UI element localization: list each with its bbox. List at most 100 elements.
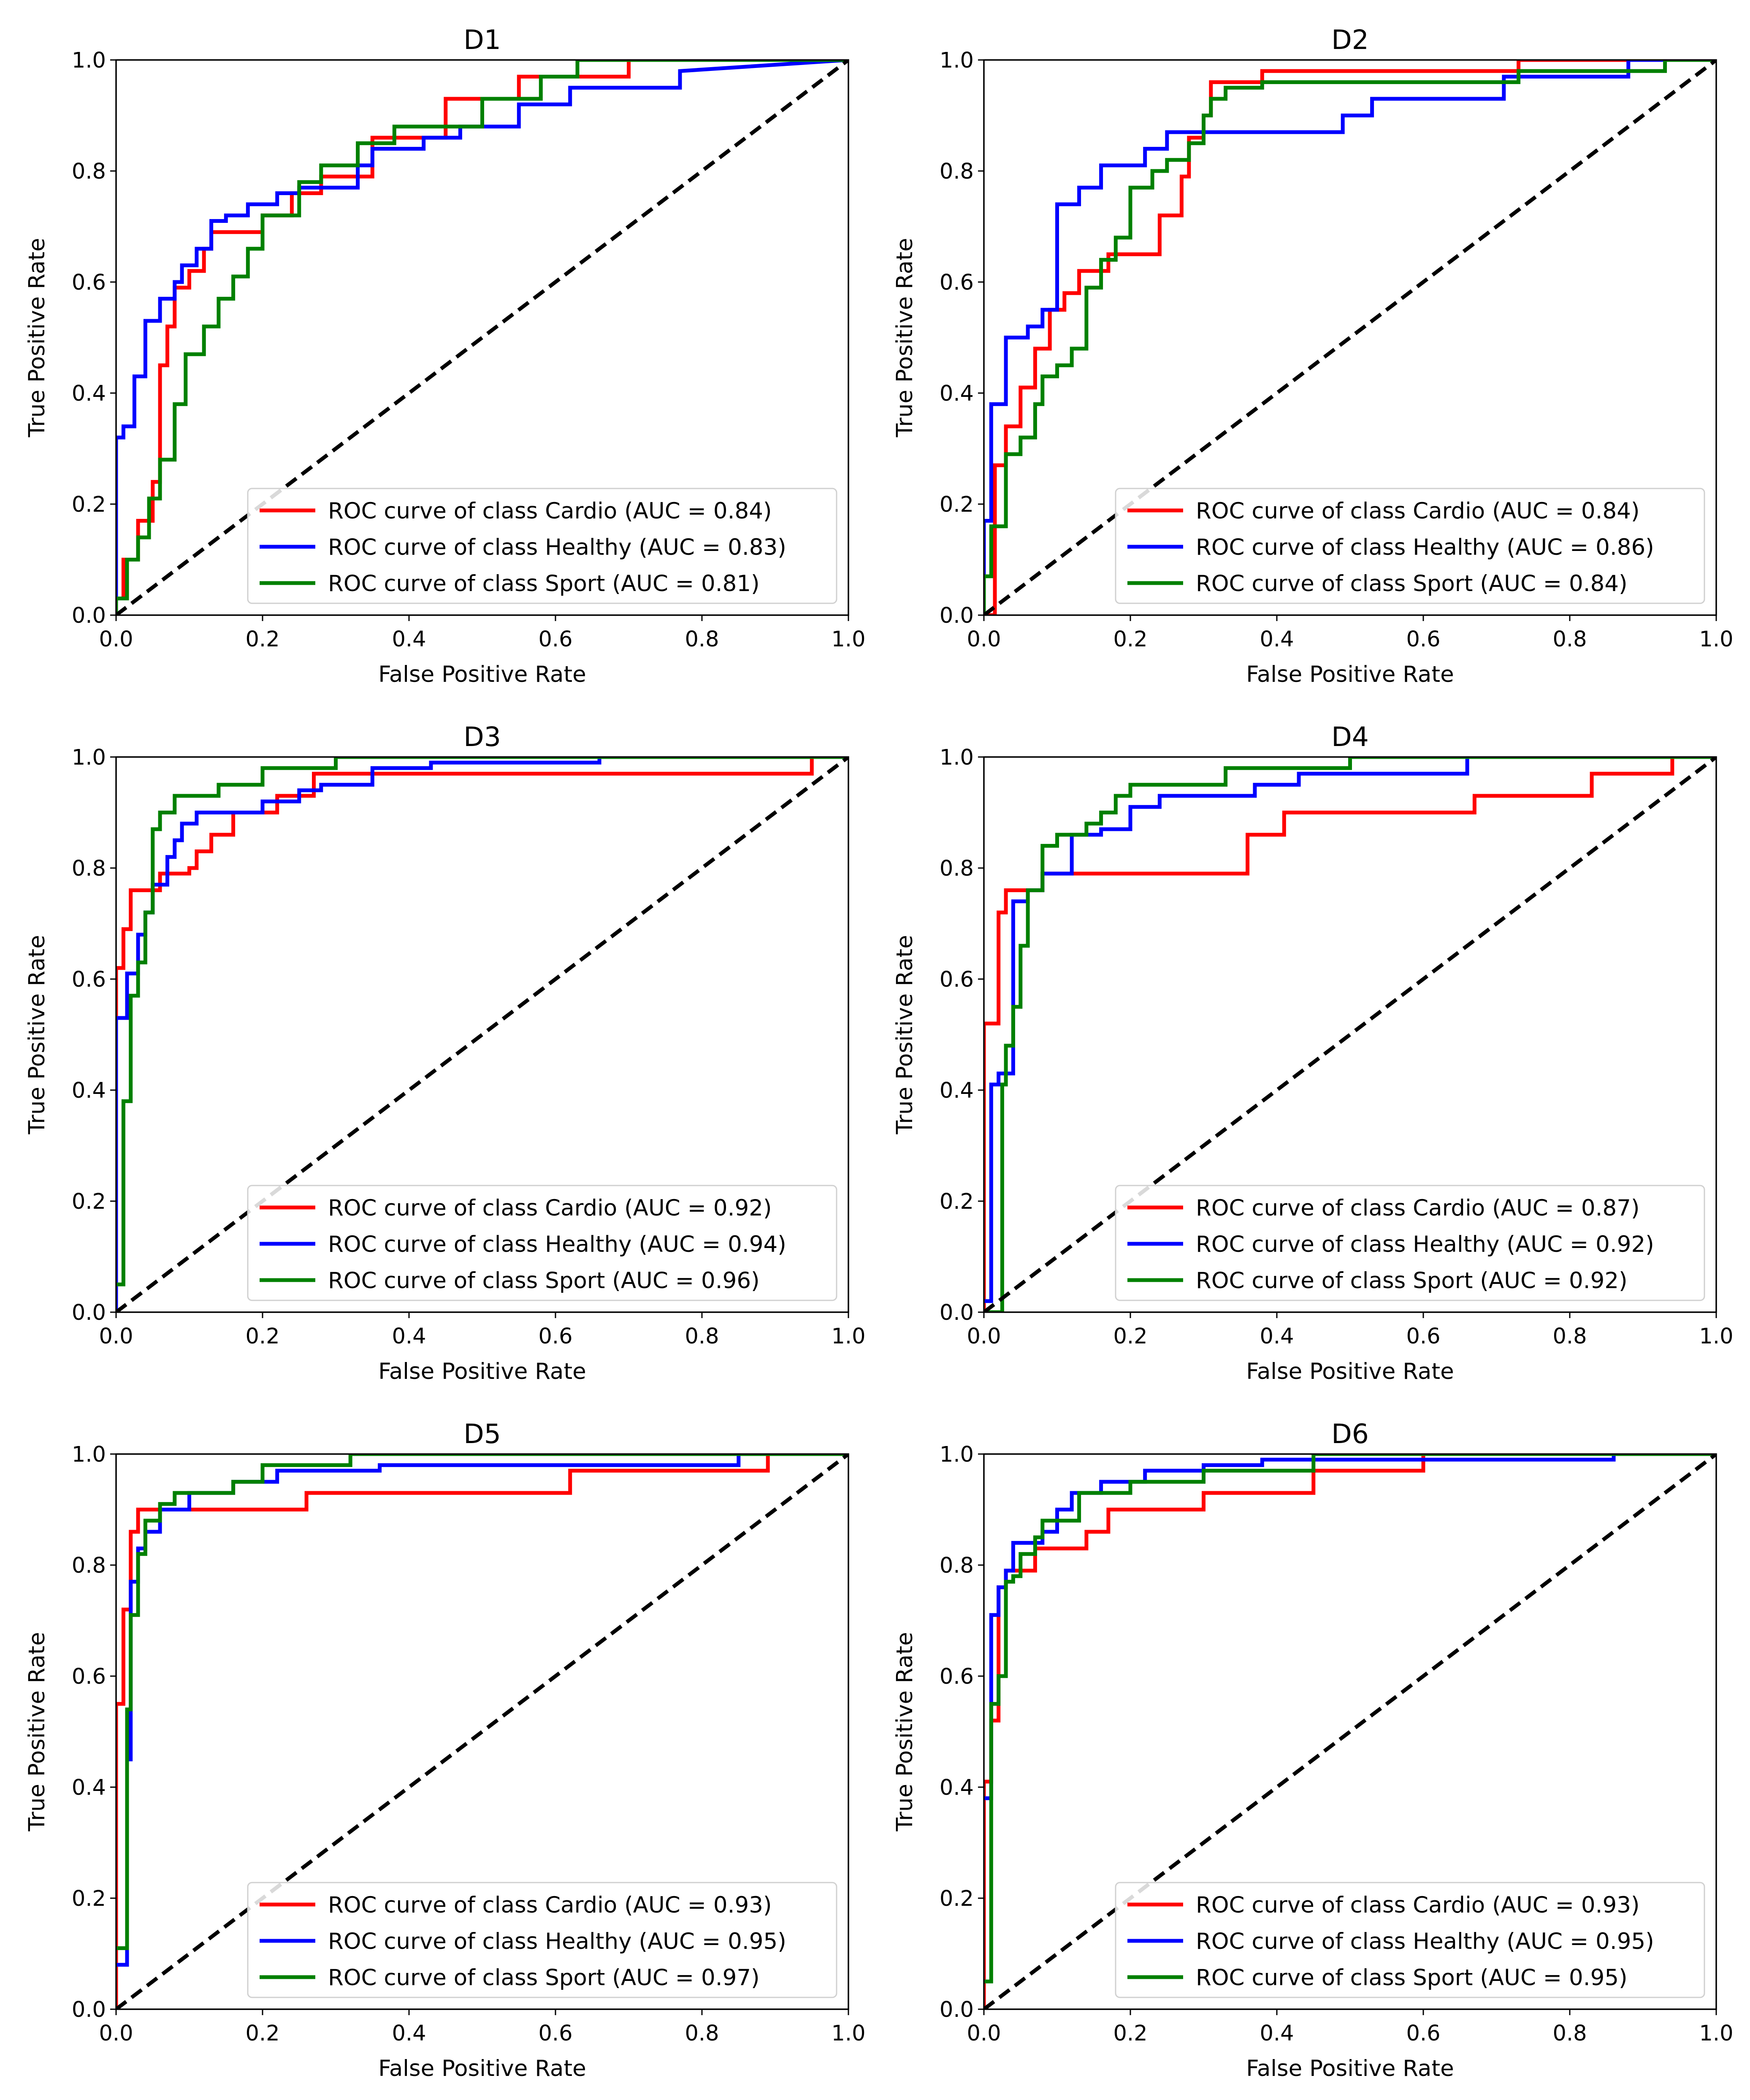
y-tick-label: 0.4 [940,381,974,406]
roc-curve-sport [984,757,1716,1312]
roc-panel-d2: D2 0.0 0.2 0.4 0.6 0.8 1.0 0.0 0.2 0.4 0.6 0.8 1.0 Fa… [892,24,1734,687]
x-tick-label: 0.6 [1406,627,1440,652]
y-tick-label: 1.0 [940,48,974,73]
legend-entry-label: ROC curve of class Healthy (AUC = 0.94) [328,1232,786,1257]
roc-curve-sport [116,757,848,1286]
y-tick-label: 0.2 [72,492,106,517]
x-tick-label: 0.6 [538,1324,572,1349]
axes-frame [115,1453,849,2010]
y-tick-label: 0.2 [72,1189,106,1214]
panel-title: D3 [463,722,501,752]
y-tick-label: 0.0 [72,603,106,628]
x-axis-label: False Positive Rate [1246,1359,1454,1384]
x-tick-label: 0.2 [245,627,279,652]
legend-entry-label: ROC curve of class Cardio (AUC = 0.84) [328,498,772,524]
roc-curve-healthy [984,60,1716,615]
axes-frame [983,59,1717,616]
y-tick-label: 0.0 [940,1997,974,2022]
y-tick-label: 0.6 [940,1664,974,1689]
roc-panel-d5: D5 0.0 0.2 0.4 0.6 0.8 1.0 0.0 0.2 0.4 0.6 0.8 1.0 Fa… [24,1419,866,2081]
x-tick-label: 1.0 [831,1324,865,1349]
x-tick-label: 0.2 [1113,1324,1147,1349]
x-tick-label: 0.6 [538,2021,572,2046]
x-tick-label: 0.8 [1552,2021,1587,2046]
y-tick-label: 0.6 [72,270,106,295]
roc-curve-cardio [984,60,1716,615]
y-tick-label: 0.2 [940,1886,974,1911]
x-tick-label: 0.8 [685,1324,719,1349]
x-axis-label: False Positive Rate [378,662,586,687]
x-axis-label: False Positive Rate [378,1359,586,1384]
x-tick-label: 1.0 [1699,1324,1733,1349]
axes-frame [115,59,849,616]
legend-entry-label: ROC curve of class Sport (AUC = 0.97) [328,1965,760,1991]
panel-title: D5 [463,1419,501,1449]
y-tick-label: 0.6 [940,270,974,295]
legend-box [247,1882,837,1998]
legend-entry-label: ROC curve of class Cardio (AUC = 0.93) [1196,1892,1640,1918]
legend-box [247,1185,837,1301]
x-tick-label: 0.6 [1406,1324,1440,1349]
x-tick-label: 0.4 [392,627,426,652]
roc-curve-sport [984,60,1716,615]
y-axis-label: True Positive Rate [24,238,50,437]
x-tick-label: 0.2 [1113,627,1147,652]
roc-panel-d1: D1 0.0 0.2 0.4 0.6 0.8 1.0 0.0 0.2 0.4 0.6 0.8 1.0 Fa… [24,24,866,687]
x-tick-label: 0.2 [245,2021,279,2046]
x-tick-label: 0.8 [685,2021,719,2046]
legend: ROC curve of class Cardio (AUC = 0.93) RO… [1115,1882,1705,1998]
legend-entry-label: ROC curve of class Healthy (AUC = 0.83) [328,534,786,560]
roc-curve-cardio [984,757,1716,1312]
legend-entry-label: ROC curve of class Healthy (AUC = 0.86) [1196,534,1654,560]
y-tick-label: 0.2 [940,1189,974,1214]
y-tick-label: 0.4 [72,381,106,406]
chance-diagonal-line [116,60,848,615]
y-tick-label: 0.8 [940,159,974,184]
x-tick-label: 0.2 [245,1324,279,1349]
y-tick-label: 0.0 [940,603,974,628]
y-axis-label: True Positive Rate [24,935,50,1134]
y-tick-label: 0.6 [72,967,106,992]
y-tick-label: 1.0 [72,745,106,770]
chance-diagonal-line [116,757,848,1312]
y-tick-label: 0.0 [940,1300,974,1325]
y-tick-label: 0.4 [72,1078,106,1103]
panel-title: D4 [1331,722,1369,752]
axes-frame [115,756,849,1313]
y-tick-label: 1.0 [72,1442,106,1467]
y-tick-label: 0.8 [940,1553,974,1578]
legend-entry-label: ROC curve of class Cardio (AUC = 0.87) [1196,1195,1640,1221]
legend-entry-label: ROC curve of class Sport (AUC = 0.81) [328,571,760,597]
y-axis-label: True Positive Rate [892,935,918,1134]
y-tick-label: 1.0 [940,1442,974,1467]
roc-panel-d3: D3 0.0 0.2 0.4 0.6 0.8 1.0 0.0 0.2 0.4 0.6 0.8 1.0 Fa… [24,722,866,1384]
panel-title: D6 [1331,1419,1369,1449]
roc-panel-d4: D4 0.0 0.2 0.4 0.6 0.8 1.0 0.0 0.2 0.4 0.6 0.8 1.0 Fa… [892,722,1734,1384]
legend-entry-label: ROC curve of class Sport (AUC = 0.92) [1196,1268,1628,1294]
legend-entry-label: ROC curve of class Sport (AUC = 0.95) [1196,1965,1628,1991]
x-tick-label: 0.8 [1552,1324,1587,1349]
chance-diagonal-line [116,1454,848,2009]
y-tick-label: 0.8 [940,856,974,881]
x-tick-label: 0.4 [392,1324,426,1349]
y-tick-label: 0.0 [72,1997,106,2022]
roc-curve-sport [984,1454,1716,1983]
legend-entry-label: ROC curve of class Healthy (AUC = 0.95) [328,1929,786,1954]
x-tick-label: 1.0 [831,627,865,652]
y-tick-label: 0.2 [72,1886,106,1911]
panel-title: D2 [1331,24,1369,55]
y-tick-label: 1.0 [72,48,106,73]
legend-entry-label: ROC curve of class Cardio (AUC = 0.84) [1196,498,1640,524]
legend-box [1115,1882,1705,1998]
legend-entry-label: ROC curve of class Cardio (AUC = 0.93) [328,1892,772,1918]
x-tick-label: 0.4 [392,2021,426,2046]
y-axis-label: True Positive Rate [892,1632,918,1831]
y-tick-label: 0.6 [940,967,974,992]
x-tick-label: 0.4 [1260,627,1294,652]
roc-curve-cardio [116,1454,848,2009]
panel-title: D1 [463,24,501,55]
x-tick-label: 0.2 [1113,2021,1147,2046]
y-tick-label: 0.8 [72,159,106,184]
roc-curve-cardio [116,757,848,1312]
